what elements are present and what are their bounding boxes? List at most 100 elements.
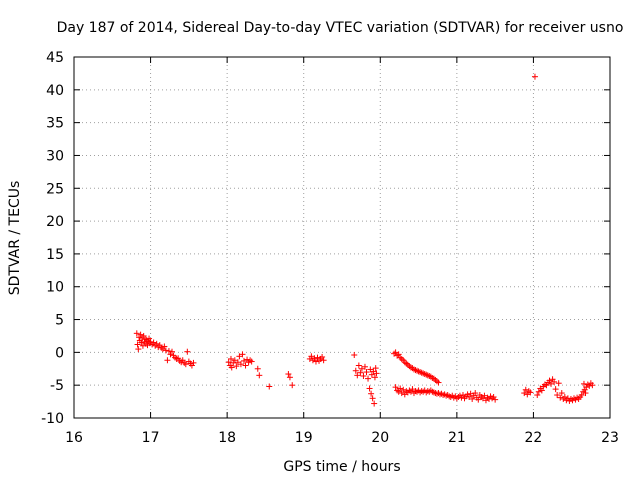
data-point xyxy=(555,380,562,387)
data-point xyxy=(397,385,404,392)
data-point xyxy=(233,363,240,370)
y-tick-label: 45 xyxy=(46,50,64,66)
data-point xyxy=(392,349,399,356)
y-axis-label: SDTVAR / TECUs xyxy=(7,181,23,296)
data-point xyxy=(314,354,321,361)
data-point xyxy=(228,364,235,371)
data-point xyxy=(161,343,168,350)
data-point xyxy=(140,332,147,339)
data-point xyxy=(469,395,476,402)
data-point xyxy=(184,348,191,355)
data-point xyxy=(433,378,440,385)
data-point xyxy=(371,374,378,381)
data-point xyxy=(534,392,541,399)
y-tick-label: 35 xyxy=(46,116,64,132)
data-point xyxy=(527,389,534,396)
data-point xyxy=(308,353,315,360)
data-point xyxy=(370,368,377,375)
data-point xyxy=(153,340,160,347)
data-point xyxy=(481,392,488,399)
data-point xyxy=(248,358,255,365)
data-point xyxy=(367,366,374,373)
data-point xyxy=(424,388,431,395)
data-point xyxy=(372,365,379,372)
y-tick-label: 10 xyxy=(46,280,64,296)
y-tick-label: -5 xyxy=(50,378,64,394)
data-point xyxy=(552,386,559,393)
data-point xyxy=(582,390,589,397)
y-axis: -10 -5 0 5 10 15 20 25 30 35 40 45 xyxy=(41,50,610,427)
data-point xyxy=(418,388,425,395)
data-point xyxy=(586,382,593,389)
data-point xyxy=(549,376,556,383)
data-point xyxy=(580,380,587,387)
data-point xyxy=(492,396,499,403)
data-point xyxy=(231,357,238,364)
data-point xyxy=(522,386,529,393)
x-tick-label: 17 xyxy=(142,430,160,446)
data-point xyxy=(360,372,367,379)
data-points xyxy=(133,73,596,407)
data-point xyxy=(558,390,565,397)
data-point xyxy=(546,377,553,384)
y-tick-label: 30 xyxy=(46,148,64,164)
y-tick-label: 0 xyxy=(55,345,64,361)
data-point xyxy=(403,360,410,367)
data-point xyxy=(472,390,479,397)
data-point xyxy=(400,386,407,393)
y-tick-label: 25 xyxy=(46,181,64,197)
x-tick-label: 16 xyxy=(65,430,83,446)
data-point xyxy=(398,355,405,362)
data-point xyxy=(557,394,564,401)
data-point xyxy=(354,372,361,379)
data-point xyxy=(543,382,550,389)
data-point xyxy=(236,353,243,360)
data-point xyxy=(240,357,247,364)
data-point xyxy=(266,383,273,390)
data-point xyxy=(319,353,326,360)
data-point xyxy=(138,339,145,346)
y-tick-label: 40 xyxy=(46,83,64,99)
data-point xyxy=(135,346,142,353)
data-point xyxy=(538,387,545,394)
data-point xyxy=(551,378,558,385)
plot-frame xyxy=(73,56,611,419)
y-tick-label: -10 xyxy=(41,411,64,427)
data-point xyxy=(239,351,246,358)
data-point xyxy=(150,339,157,346)
data-point xyxy=(467,390,474,397)
data-point xyxy=(589,382,596,389)
data-point xyxy=(466,393,473,400)
data-point xyxy=(133,330,140,337)
data-point xyxy=(242,362,249,369)
data-point xyxy=(139,342,146,349)
data-point xyxy=(169,348,176,355)
data-point xyxy=(182,361,189,368)
x-axis: 16 17 18 19 20 21 22 23 xyxy=(65,57,619,446)
data-point xyxy=(357,369,364,376)
data-point xyxy=(524,391,531,398)
data-point xyxy=(234,359,241,366)
data-point xyxy=(190,359,197,366)
y-tick-label: 20 xyxy=(46,214,64,230)
data-point xyxy=(320,357,327,364)
data-point xyxy=(521,390,528,397)
data-point xyxy=(158,344,165,351)
data-point xyxy=(459,392,466,399)
chart-title: Day 187 of 2014, Sidereal Day-to-day VTE… xyxy=(57,20,624,36)
data-point xyxy=(435,379,442,386)
data-point xyxy=(561,393,568,400)
data-point xyxy=(365,375,372,382)
data-point xyxy=(366,385,373,392)
data-point xyxy=(165,348,172,355)
data-point xyxy=(404,361,411,368)
data-point xyxy=(254,365,261,372)
data-point xyxy=(134,341,141,348)
data-point xyxy=(371,400,378,407)
data-point xyxy=(584,381,591,388)
data-point xyxy=(137,331,144,338)
x-tick-label: 22 xyxy=(525,430,543,446)
data-point xyxy=(548,380,555,387)
data-point xyxy=(355,362,362,369)
